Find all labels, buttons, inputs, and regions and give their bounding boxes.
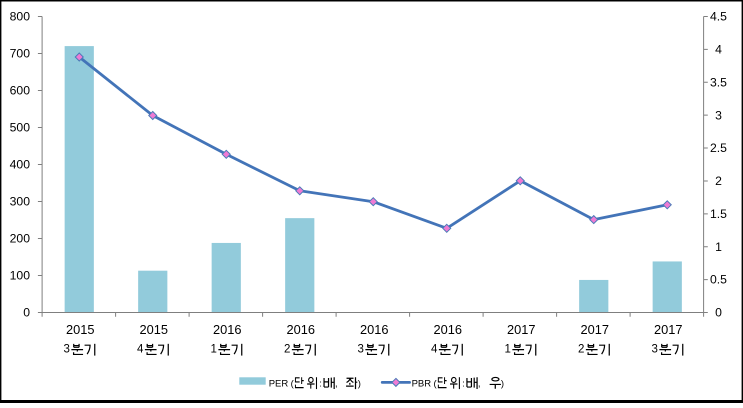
svg-text:4: 4: [137, 344, 144, 356]
svg-text:3: 3: [357, 344, 363, 356]
svg-text:,: ,: [478, 378, 481, 389]
svg-text:0.5: 0.5: [710, 273, 727, 287]
svg-text:2.5: 2.5: [710, 141, 727, 155]
svg-text:2017: 2017: [507, 322, 535, 337]
svg-text:200: 200: [10, 232, 31, 246]
svg-text:2016: 2016: [360, 322, 388, 337]
svg-text:1.5: 1.5: [710, 207, 727, 221]
svg-text:3: 3: [651, 344, 657, 356]
svg-text:1: 1: [210, 344, 216, 356]
svg-text:0: 0: [23, 306, 30, 320]
svg-text:2: 2: [284, 344, 290, 356]
svg-text:4: 4: [431, 344, 438, 356]
svg-text:2015: 2015: [66, 322, 94, 337]
svg-text:3.5: 3.5: [710, 75, 727, 89]
svg-text:2016: 2016: [434, 322, 462, 337]
svg-text::: :: [319, 378, 322, 389]
svg-text:0: 0: [715, 306, 722, 320]
svg-text:100: 100: [10, 269, 31, 283]
svg-text:300: 300: [10, 195, 31, 209]
svg-text:2016: 2016: [287, 322, 315, 337]
svg-text:800: 800: [10, 10, 31, 24]
svg-text:4.5: 4.5: [710, 10, 727, 24]
svg-text:3: 3: [63, 344, 69, 356]
svg-text:,: ,: [335, 378, 338, 389]
svg-text:2015: 2015: [140, 322, 168, 337]
svg-text:400: 400: [10, 158, 31, 172]
svg-text:): ): [501, 378, 504, 389]
svg-text:2: 2: [578, 344, 584, 356]
svg-text:600: 600: [10, 84, 31, 98]
svg-text:2: 2: [715, 174, 722, 188]
svg-text:(: (: [434, 378, 438, 389]
svg-text::: :: [462, 378, 465, 389]
svg-text:1: 1: [715, 240, 722, 254]
svg-text:2016: 2016: [213, 322, 241, 337]
svg-text:PER: PER: [269, 378, 289, 389]
svg-text:PBR: PBR: [412, 378, 432, 389]
svg-text:500: 500: [10, 121, 31, 135]
svg-text:2017: 2017: [654, 322, 682, 337]
svg-text:(: (: [291, 378, 295, 389]
svg-text:3: 3: [715, 108, 722, 122]
svg-text:700: 700: [10, 47, 31, 61]
svg-text:2017: 2017: [581, 322, 609, 337]
svg-text:1: 1: [504, 344, 510, 356]
svg-text:4: 4: [715, 42, 722, 56]
svg-text:): ): [358, 378, 361, 389]
